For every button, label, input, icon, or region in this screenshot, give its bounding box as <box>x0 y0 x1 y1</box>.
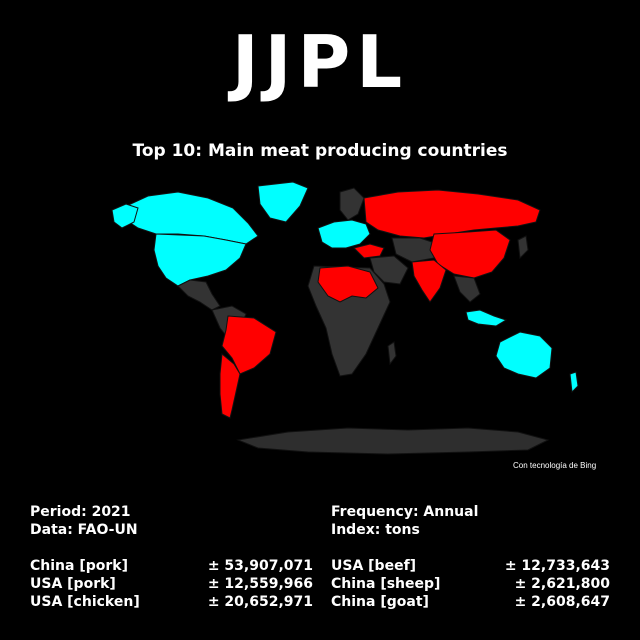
australia-region <box>495 331 553 379</box>
alaska-region <box>111 203 139 229</box>
world-map-svg <box>111 181 579 455</box>
brand-logo: JJPL <box>231 20 409 104</box>
central-america-region <box>177 279 221 311</box>
stat-value-right-2: ± 2,608,647 <box>514 594 610 610</box>
north-africa-red-region <box>317 265 379 303</box>
scandinavia-region <box>339 187 365 221</box>
argentina-region <box>219 353 241 419</box>
stat-value-right-0: ± 12,733,643 <box>504 558 610 574</box>
stat-label-right-1: China [sheep] <box>331 576 441 592</box>
se-asia-region <box>453 275 481 303</box>
stat-value-left-0: ± 53,907,071 <box>207 558 313 574</box>
page-title: Top 10: Main meat producing countries <box>132 141 508 161</box>
greenland-region <box>257 181 309 223</box>
frequency-label: Frequency: Annual <box>331 504 479 520</box>
brazil-region <box>221 315 277 375</box>
stat-value-left-2: ± 20,652,971 <box>207 594 313 610</box>
map-credit: Con tecnología de Bing <box>513 461 597 470</box>
stat-label-right-0: USA [beef] <box>331 558 417 574</box>
new-zealand-region <box>569 371 579 394</box>
russia-region <box>363 189 541 239</box>
index-label: Index: tons <box>331 522 420 538</box>
europe-region <box>317 219 371 249</box>
data-source-label: Data: FAO-UN <box>30 522 138 538</box>
stat-label-left-1: USA [pork] <box>30 576 116 592</box>
indonesia-region <box>465 309 508 327</box>
antarctica-region <box>236 427 550 455</box>
stat-label-right-2: China [goat] <box>331 594 429 610</box>
usa-region <box>153 233 247 287</box>
stat-label-left-2: USA [chicken] <box>30 594 140 610</box>
turkey-region <box>353 243 385 259</box>
stat-value-left-1: ± 12,559,966 <box>207 576 313 592</box>
stat-label-left-0: China [pork] <box>30 558 128 574</box>
madagascar-region <box>387 341 397 366</box>
india-region <box>411 259 447 303</box>
china-region <box>429 229 511 279</box>
japan-region <box>517 235 529 260</box>
stat-value-right-1: ± 2,621,800 <box>514 576 610 592</box>
period-label: Period: 2021 <box>30 504 131 520</box>
world-map <box>108 178 600 468</box>
